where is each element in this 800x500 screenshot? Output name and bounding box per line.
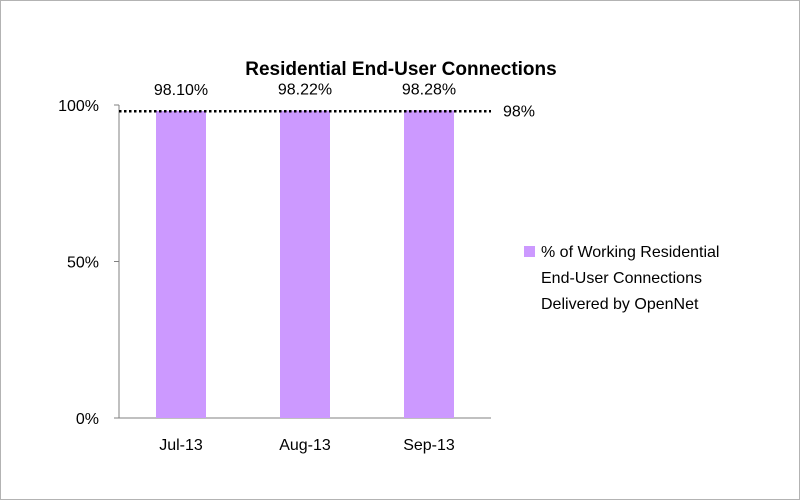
y-tick-label: 0% — [76, 411, 99, 428]
y-tick-label: 100% — [58, 98, 99, 115]
chart-title: Residential End-User Connections — [245, 59, 556, 80]
x-tick-label: Aug-13 — [279, 437, 331, 454]
data-label: 98.10% — [154, 82, 208, 99]
legend-swatch — [524, 246, 535, 257]
reference-line-label: 98% — [503, 103, 535, 120]
bar — [156, 110, 206, 419]
bar — [280, 110, 330, 418]
legend: % of Working Residential End-User Connect… — [524, 244, 719, 313]
legend-label: End-User Connections — [541, 270, 702, 287]
y-tick-label: 50% — [67, 255, 99, 272]
data-label: 98.28% — [402, 81, 456, 98]
bar — [404, 110, 454, 418]
plot-area: 0% 50% 100% 98.10% Jul-13 98.22% Aug-13 98.28% S… — [58, 81, 535, 454]
data-label: 98.22% — [278, 82, 332, 99]
x-tick-label: Sep-13 — [403, 437, 455, 454]
legend-label: % of Working Residential — [541, 244, 719, 261]
legend-label: Delivered by OpenNet — [541, 296, 699, 313]
x-tick-label: Jul-13 — [159, 437, 203, 454]
